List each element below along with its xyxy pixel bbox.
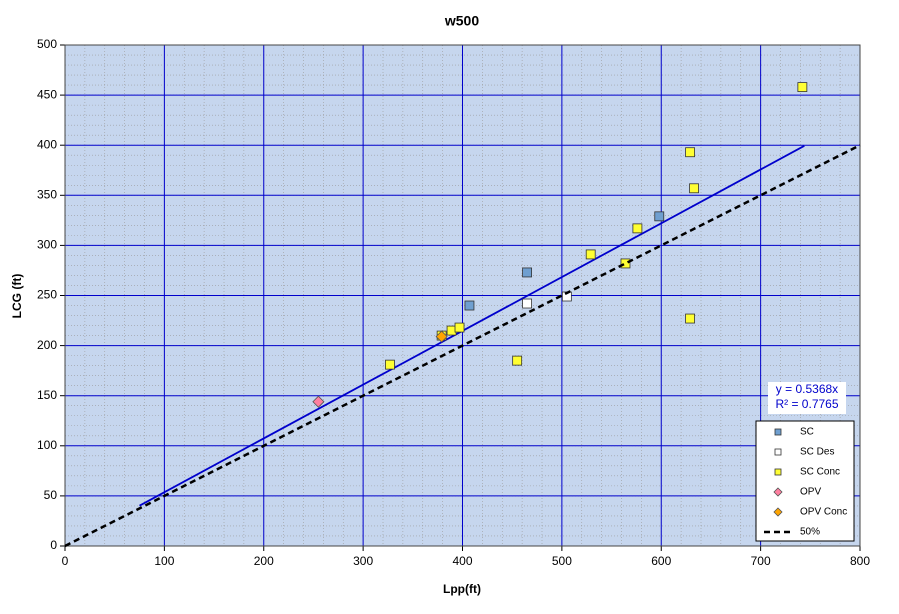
equation-box — [768, 382, 846, 414]
marker — [620, 258, 631, 269]
legend-marker — [774, 468, 782, 476]
y-tick-label: 0 — [50, 538, 57, 552]
marker — [512, 355, 523, 366]
reference-line — [64, 144, 861, 548]
marker — [585, 249, 596, 260]
x-tick-label: 500 — [552, 554, 572, 568]
y-tick-label: 200 — [37, 338, 57, 352]
marker — [385, 359, 395, 370]
y-tick-label: 500 — [37, 37, 57, 51]
y-tick-label: 150 — [37, 388, 57, 402]
marker — [522, 267, 532, 278]
legend-marker — [774, 428, 782, 436]
y-tick-label: 250 — [37, 288, 57, 302]
legend-label: OPV Conc — [800, 507, 847, 518]
x-tick-label: 700 — [751, 554, 771, 568]
marker — [797, 82, 808, 92]
legend: SC SC Des SC Conc OPV OPV Conc 50% — [755, 420, 855, 542]
x-tick-label: 800 — [850, 554, 870, 568]
y-tick-label: 450 — [37, 87, 57, 101]
legend-marker — [774, 448, 782, 456]
y-tick-label: 50 — [44, 488, 58, 502]
x-tick-label: 300 — [353, 554, 373, 568]
marker — [464, 300, 475, 311]
x-tick-label: 100 — [154, 554, 174, 568]
y-tick-label: 400 — [37, 137, 57, 151]
y-tick-label: 300 — [37, 238, 57, 252]
marker — [685, 313, 695, 324]
legend-marker — [773, 507, 783, 517]
marker — [685, 147, 695, 158]
marker — [689, 183, 699, 194]
y-tick-label: 350 — [37, 187, 57, 201]
marker — [454, 322, 465, 333]
chart-title: w500 — [444, 13, 479, 29]
x-tick-label: 200 — [254, 554, 274, 568]
trendline — [139, 145, 805, 507]
marker — [435, 330, 448, 343]
legend-label: 50% — [800, 527, 820, 538]
x-axis-title: Lpp(ft) — [443, 582, 481, 596]
legend-label: SC Des — [800, 447, 834, 458]
x-tick-label: 400 — [452, 554, 472, 568]
y-tick-label: 100 — [37, 438, 57, 452]
marker — [654, 211, 665, 222]
x-tick-label: 0 — [62, 554, 69, 568]
trend-r2: R² = 0.7765 — [775, 397, 838, 411]
y-axis-title: LCG (ft) — [10, 274, 24, 319]
plot-border — [64, 44, 861, 547]
legend-label: SC Conc — [800, 467, 840, 478]
marker — [522, 298, 532, 309]
marker — [632, 223, 643, 234]
legend-box — [755, 420, 855, 542]
legend-label: OPV — [800, 487, 821, 498]
trend-equation: y = 0.5368x — [776, 382, 838, 396]
legend-label: SC — [800, 427, 814, 438]
x-tick-label: 600 — [651, 554, 671, 568]
marker — [312, 395, 325, 408]
legend-marker — [773, 487, 783, 497]
